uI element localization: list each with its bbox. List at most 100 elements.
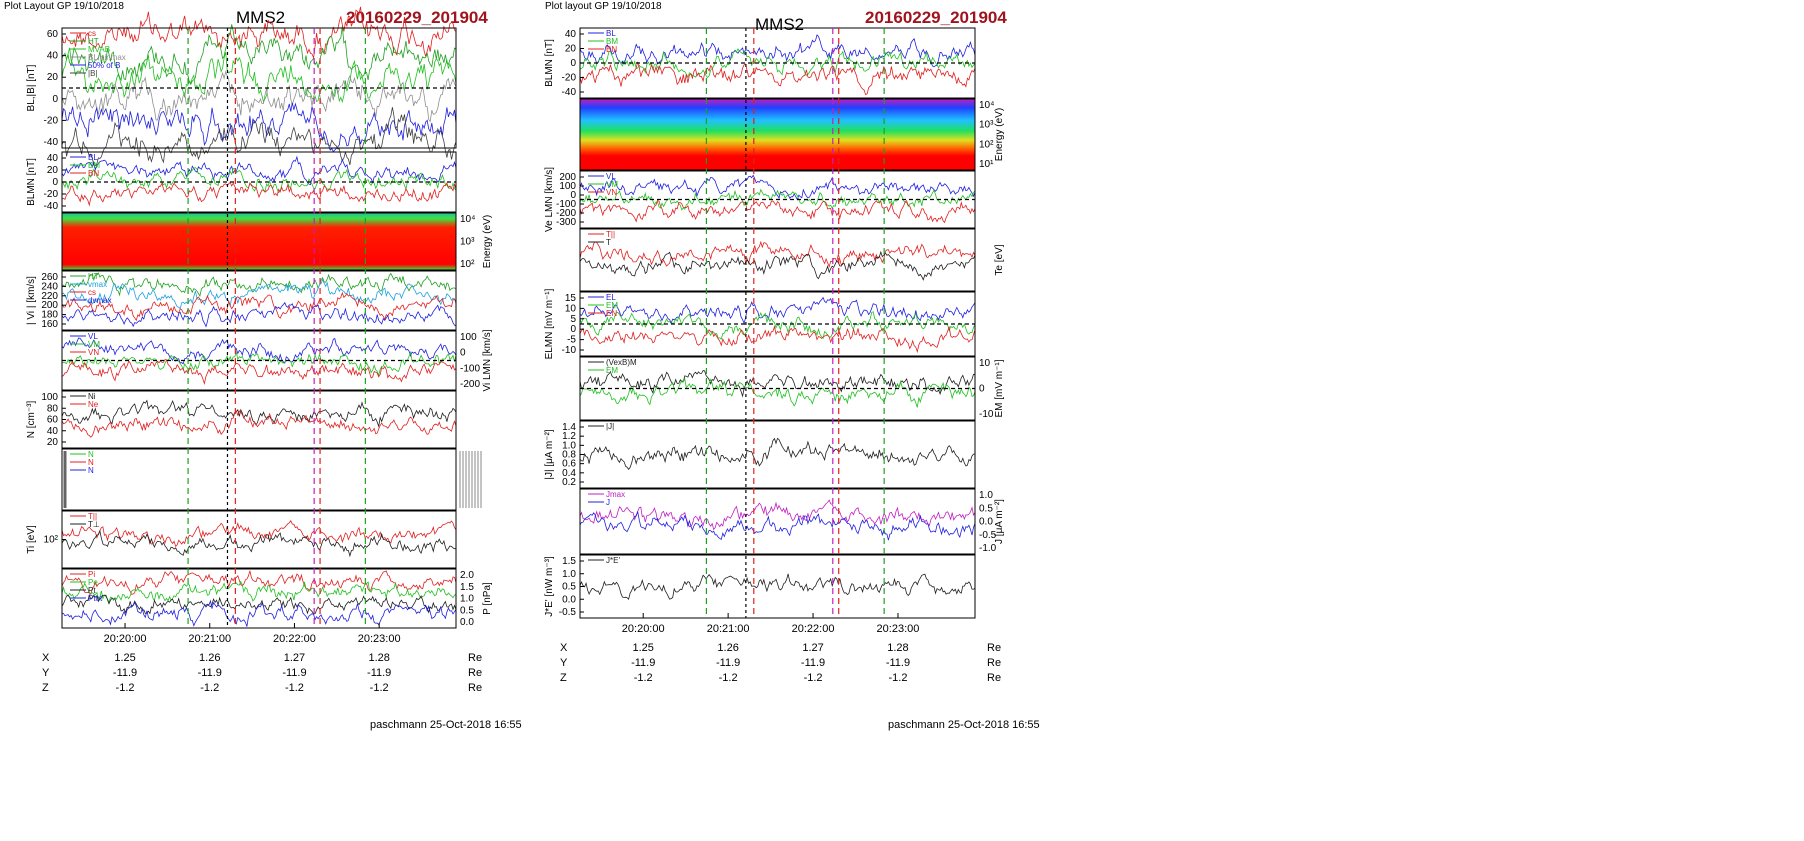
right-q7-legend-label: |J|: [606, 422, 614, 431]
right-ephem-value: 1.28: [887, 642, 908, 654]
right-q5-legend-label: EM: [606, 301, 618, 310]
left-p8-series-1: [61, 529, 456, 558]
right-ephem-value: 1.27: [802, 642, 823, 654]
right-q8-series-0: [579, 499, 976, 531]
right-footer: paschmann 25-Oct-2018 16:55: [888, 719, 1040, 731]
right-q4-series-1: [579, 250, 976, 281]
right-q3-series-0: [579, 174, 976, 201]
left-p3-frame: [61, 212, 457, 271]
left-p5-legend-label: VM: [88, 340, 100, 349]
right-q8-series-1: [579, 510, 976, 541]
left-ephem-unit: Re: [468, 682, 482, 694]
left-p4-ytick: 220: [41, 291, 58, 302]
right-q3-ytick: -200: [556, 208, 576, 219]
right-ephem-value: -11.9: [801, 657, 825, 669]
left-p8-ylabel: Ti [eV]: [26, 525, 37, 554]
right-ephem-label: Y: [560, 657, 568, 669]
left-time-tick: 20:22:00: [273, 633, 316, 645]
right-q2-ylabel-right: Energy (eV): [994, 108, 1005, 161]
right-q5-ytick: 10: [565, 303, 577, 314]
left-p9-legend-label: Ptot: [88, 594, 103, 603]
left-p4-series-1: [61, 278, 457, 310]
left-p5-rtick: 100: [460, 332, 477, 343]
right-q1-series-0: [579, 34, 976, 68]
right-q8-rtick: 1.0: [979, 490, 993, 501]
right-ephem-unit: Re: [987, 657, 1001, 669]
left-p4-legend-label: cs: [88, 288, 96, 297]
left-p7-legend-label: N: [88, 466, 94, 475]
right-spectrogram-electron: [580, 99, 975, 170]
right-ephem-unit: Re: [987, 642, 1001, 654]
right-spacecraft-title: MMS2: [755, 15, 805, 34]
left-ephem-value: -1.2: [116, 682, 135, 694]
left-p9-series-1: [61, 580, 457, 604]
right-q6-frame: [579, 356, 976, 421]
left-p6-ytick: 60: [47, 415, 59, 426]
left-p6-ytick: 100: [41, 392, 58, 403]
left-p2-ylabel: BLMN [nT]: [26, 158, 37, 206]
left-p9-series-3: [61, 599, 457, 627]
right-q1-legend-label: BN: [606, 45, 617, 54]
right-q5-legend-label: EL: [606, 293, 616, 302]
right-panel-q4: Te [eV] T||T: [579, 228, 1005, 292]
left-panel-p7: NNN: [61, 448, 482, 511]
left-p4-legend-label: vmax: [88, 280, 107, 289]
right-q1-ytick: 20: [565, 44, 577, 55]
left-p1-legend-label: 50% of B: [88, 61, 120, 70]
left-p1-ytick: -20: [44, 115, 59, 126]
left-p6-ylabel: N [cm⁻³]: [26, 401, 37, 439]
left-p3-rtick: 10³: [460, 237, 475, 248]
right-q6-rtick: -10: [979, 409, 994, 420]
right-ephem-value: -1.2: [634, 672, 653, 684]
left-p6-series-0: [61, 399, 457, 428]
left-p5-rtick: 0: [460, 348, 466, 359]
left-p9-legend-label: Pi: [88, 570, 95, 579]
right-panel-q9: 1.5 1.0 0.50.0 -0.5 J*E' [nW m⁻³] J*E': [544, 554, 976, 619]
right-q7-series-0: [579, 437, 976, 470]
left-p4-series-2: [61, 291, 457, 322]
right-q1-ytick: 0: [570, 58, 576, 69]
right-q7-ytick: 0.4: [562, 468, 576, 479]
left-p1-legend-label: BLminmax: [88, 53, 126, 62]
right-q3-ytick: 100: [559, 181, 576, 192]
left-ephem-value: -11.9: [113, 667, 137, 679]
right-q8-legend-label: Jmax: [606, 490, 625, 499]
right-q5-ytick: 15: [565, 293, 577, 304]
right-q9-ytick: -0.5: [559, 607, 577, 618]
left-time-tick: 20:20:00: [104, 633, 147, 645]
right-q7-ytick: 1.2: [562, 431, 576, 442]
right-q7-ytick: 0.8: [562, 450, 576, 461]
left-p3-rtick: 10⁴: [460, 214, 475, 225]
left-p9-rtick: 0.5: [460, 605, 474, 616]
left-header: Plot Layout GP 19/10/2018: [4, 1, 124, 12]
left-p6-ytick: 80: [47, 403, 59, 414]
left-p9-frame: [61, 568, 457, 629]
right-ephem-value: -11.9: [716, 657, 740, 669]
left-p4-ytick: 180: [41, 310, 58, 321]
right-q3-ylabel: Ve LMN [km/s]: [544, 167, 555, 232]
left-p2-legend-label: BL: [88, 153, 98, 162]
left-ephem-label: Z: [42, 682, 49, 694]
left-ephem-unit: Re: [468, 652, 482, 664]
left-p1-ylabel: BL,|B| [nT]: [26, 64, 37, 111]
left-p6-ytick: 20: [47, 437, 59, 448]
left-p7-frame: [61, 448, 457, 511]
left-p2-legend-label: BN: [88, 169, 99, 178]
right-q5-ytick: 0: [570, 324, 576, 335]
right-q3-frame: [579, 170, 976, 229]
left-p9-rtick: 0.0: [460, 617, 474, 628]
left-p6-series-1: [61, 410, 457, 438]
right-ephem-value: -1.2: [804, 672, 823, 684]
right-panel-q7: 1.41.21.00.80.60.40.2 |J| [μA m⁻²] |J|: [544, 420, 976, 489]
left-footer: paschmann 25-Oct-2018 16:55: [370, 719, 522, 731]
left-p1-ytick: 0: [52, 94, 58, 105]
right-q9-ytick: 0.5: [562, 582, 576, 593]
right-q5-ylabel: ELMN [mV m⁻¹]: [544, 288, 555, 359]
right-q6-ylabel-right: EM [mV m⁻¹]: [994, 359, 1005, 417]
right-q5-ytick: -10: [562, 345, 577, 356]
left-ephem-label: Y: [42, 667, 50, 679]
